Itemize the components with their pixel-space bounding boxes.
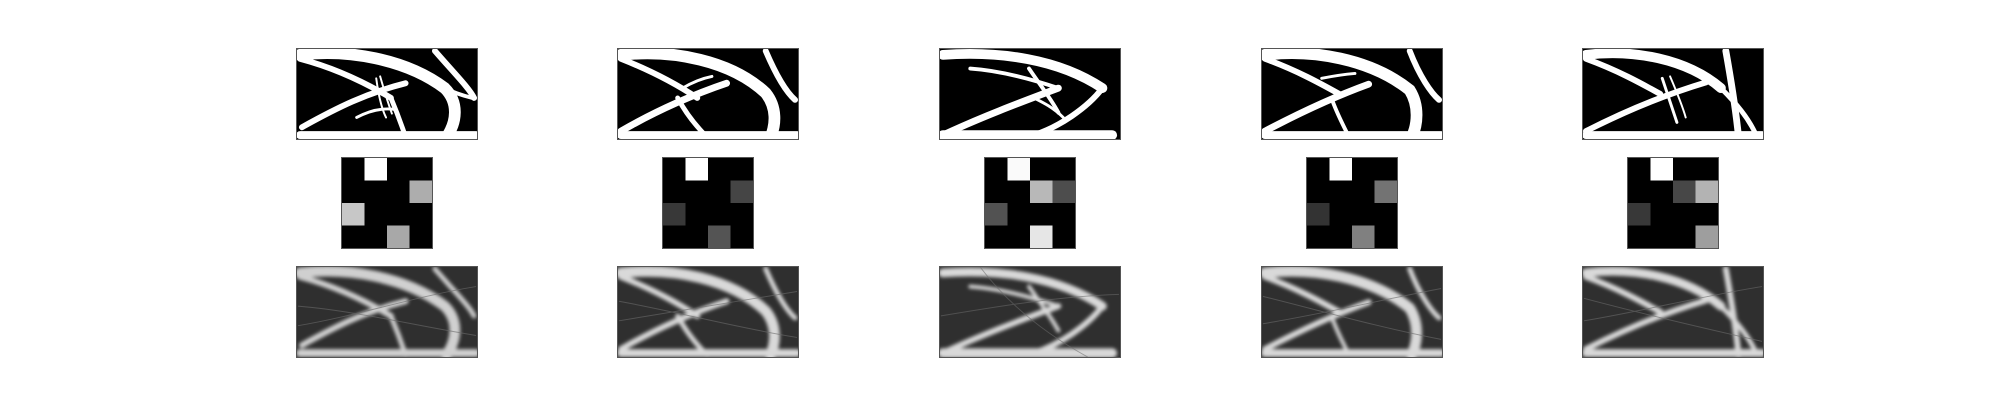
latent-cell — [985, 203, 1008, 226]
latent-cell — [1695, 225, 1718, 248]
latent-grid-1 — [342, 158, 432, 248]
latent-grid-5 — [1628, 158, 1718, 248]
latent-cell — [663, 203, 686, 226]
design-structure-2 — [618, 49, 798, 139]
latent-cell — [685, 158, 708, 181]
latent-cell — [730, 180, 753, 203]
latent-cell — [1030, 180, 1053, 203]
latent-cell — [708, 225, 731, 248]
prediction-panel-1 — [296, 266, 478, 358]
prediction-panel-4 — [1261, 266, 1443, 358]
latent-grid-4 — [1307, 158, 1397, 248]
latent-grid-panel-2 — [662, 157, 754, 249]
prediction-panel-3 — [939, 266, 1121, 358]
prediction-structure-4 — [1262, 267, 1442, 357]
design-panel-1 — [296, 48, 478, 140]
latent-cell — [1052, 180, 1075, 203]
design-panel-3 — [939, 48, 1121, 140]
design-structure-4 — [1262, 49, 1442, 139]
latent-grid-2 — [663, 158, 753, 248]
design-panel-5 — [1582, 48, 1764, 140]
latent-cell — [1628, 203, 1651, 226]
latent-cell — [342, 203, 365, 226]
latent-grid-panel-1 — [341, 157, 433, 249]
latent-cell — [1329, 158, 1352, 181]
prediction-structure-3 — [940, 267, 1120, 357]
latent-cell — [1374, 180, 1397, 203]
design-structure-3 — [940, 49, 1120, 139]
design-structure-5 — [1583, 49, 1763, 139]
prediction-panel-2 — [617, 266, 799, 358]
design-structure-1 — [297, 49, 477, 139]
latent-cell — [1650, 158, 1673, 181]
latent-cell — [387, 225, 410, 248]
latent-cell — [1695, 180, 1718, 203]
prediction-panel-5 — [1582, 266, 1764, 358]
prediction-structure-1 — [297, 267, 477, 357]
latent-cell — [1352, 225, 1375, 248]
latent-grid-panel-4 — [1306, 157, 1398, 249]
latent-cell — [364, 158, 387, 181]
design-panel-2 — [617, 48, 799, 140]
latent-grid-panel-3 — [984, 157, 1076, 249]
latent-grid-3 — [985, 158, 1075, 248]
design-panel-4 — [1261, 48, 1443, 140]
latent-cell — [1007, 158, 1030, 181]
latent-cell — [409, 180, 432, 203]
prediction-structure-2 — [618, 267, 798, 357]
prediction-structure-5 — [1583, 267, 1763, 357]
latent-cell — [1030, 225, 1053, 248]
latent-cell — [1307, 203, 1330, 226]
latent-cell — [1673, 180, 1696, 203]
latent-grid-panel-5 — [1627, 157, 1719, 249]
